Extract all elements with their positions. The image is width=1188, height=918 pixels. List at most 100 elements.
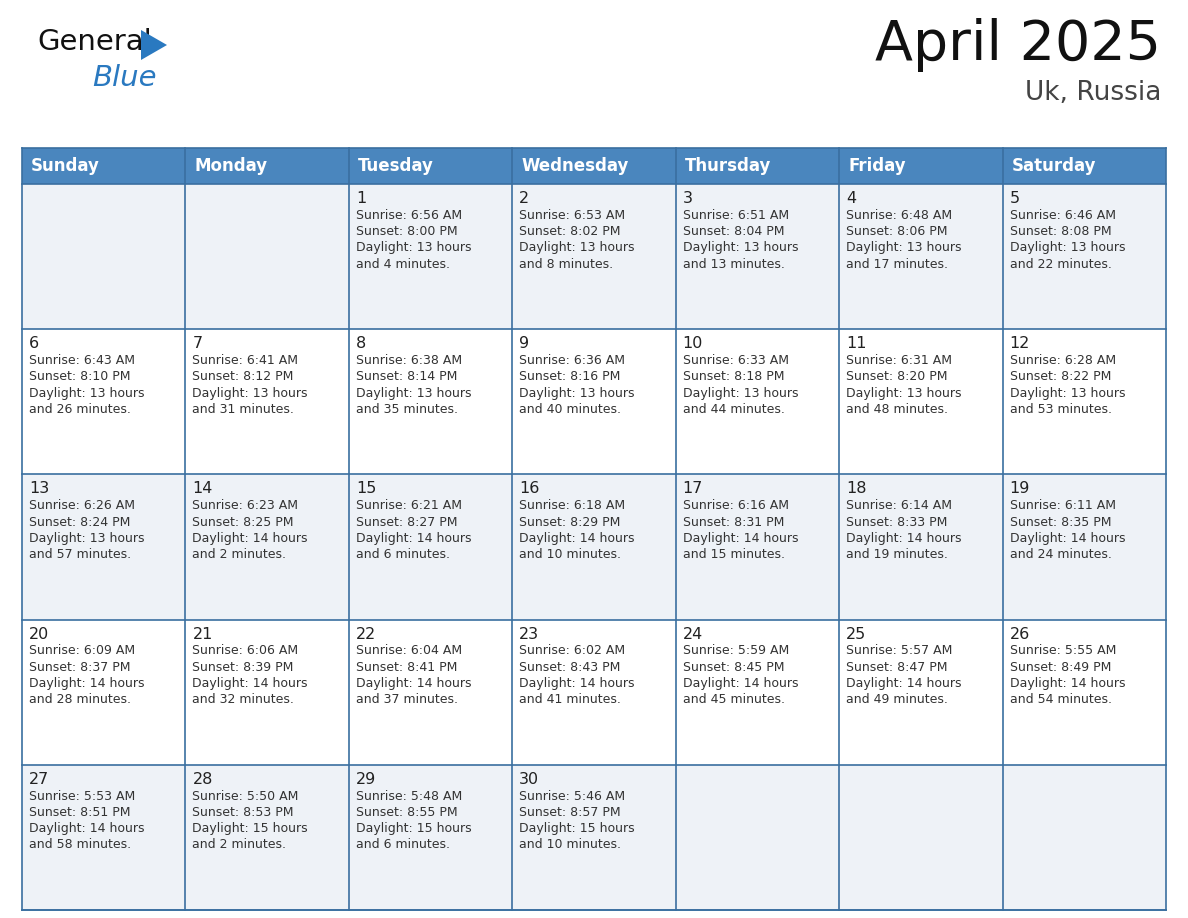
Text: Sunrise: 5:53 AM: Sunrise: 5:53 AM [29, 789, 135, 802]
Text: 18: 18 [846, 481, 866, 497]
Text: Sunrise: 5:55 AM: Sunrise: 5:55 AM [1010, 644, 1116, 657]
Text: Daylight: 13 hours: Daylight: 13 hours [1010, 241, 1125, 254]
Text: and 32 minutes.: and 32 minutes. [192, 693, 295, 706]
Text: Sunset: 8:08 PM: Sunset: 8:08 PM [1010, 225, 1111, 238]
Text: and 17 minutes.: and 17 minutes. [846, 258, 948, 271]
Text: Sunrise: 6:46 AM: Sunrise: 6:46 AM [1010, 208, 1116, 222]
Text: Daylight: 13 hours: Daylight: 13 hours [356, 241, 472, 254]
Text: Blue: Blue [91, 64, 157, 92]
Text: Daylight: 15 hours: Daylight: 15 hours [356, 823, 472, 835]
Text: Sunset: 8:20 PM: Sunset: 8:20 PM [846, 370, 948, 384]
Text: and 44 minutes.: and 44 minutes. [683, 403, 784, 416]
FancyBboxPatch shape [839, 475, 1003, 620]
Text: and 6 minutes.: and 6 minutes. [356, 838, 450, 852]
Text: 17: 17 [683, 481, 703, 497]
Text: Daylight: 14 hours: Daylight: 14 hours [192, 532, 308, 544]
Text: 6: 6 [29, 336, 39, 352]
Text: April 2025: April 2025 [876, 18, 1161, 72]
Text: Sunrise: 6:02 AM: Sunrise: 6:02 AM [519, 644, 625, 657]
Text: 1: 1 [356, 191, 366, 206]
FancyBboxPatch shape [185, 330, 349, 475]
Text: Daylight: 14 hours: Daylight: 14 hours [1010, 532, 1125, 544]
Text: Sunset: 8:31 PM: Sunset: 8:31 PM [683, 516, 784, 529]
Text: and 41 minutes.: and 41 minutes. [519, 693, 621, 706]
Text: and 8 minutes.: and 8 minutes. [519, 258, 613, 271]
Text: Friday: Friday [848, 157, 905, 175]
FancyBboxPatch shape [512, 330, 676, 475]
Text: Daylight: 13 hours: Daylight: 13 hours [846, 386, 961, 399]
Text: Thursday: Thursday [684, 157, 771, 175]
Text: Sunrise: 6:04 AM: Sunrise: 6:04 AM [356, 644, 462, 657]
Text: and 45 minutes.: and 45 minutes. [683, 693, 785, 706]
Text: Daylight: 14 hours: Daylight: 14 hours [519, 532, 634, 544]
Text: Uk, Russia: Uk, Russia [1024, 80, 1161, 106]
Text: Sunset: 8:41 PM: Sunset: 8:41 PM [356, 661, 457, 674]
FancyBboxPatch shape [512, 148, 676, 184]
Text: Sunrise: 6:48 AM: Sunrise: 6:48 AM [846, 208, 953, 222]
Text: Daylight: 14 hours: Daylight: 14 hours [356, 532, 472, 544]
Text: Sunrise: 6:38 AM: Sunrise: 6:38 AM [356, 354, 462, 367]
Text: Daylight: 13 hours: Daylight: 13 hours [1010, 386, 1125, 399]
FancyBboxPatch shape [349, 620, 512, 765]
Text: 21: 21 [192, 627, 213, 642]
Text: and 58 minutes.: and 58 minutes. [29, 838, 131, 852]
FancyBboxPatch shape [185, 148, 349, 184]
Text: Sunrise: 6:28 AM: Sunrise: 6:28 AM [1010, 354, 1116, 367]
Text: Daylight: 13 hours: Daylight: 13 hours [356, 386, 472, 399]
Text: Sunrise: 5:48 AM: Sunrise: 5:48 AM [356, 789, 462, 802]
Text: Daylight: 14 hours: Daylight: 14 hours [356, 677, 472, 690]
Text: and 24 minutes.: and 24 minutes. [1010, 548, 1112, 561]
Text: Sunset: 8:25 PM: Sunset: 8:25 PM [192, 516, 293, 529]
Text: Wednesday: Wednesday [522, 157, 628, 175]
Text: Sunset: 8:29 PM: Sunset: 8:29 PM [519, 516, 620, 529]
FancyBboxPatch shape [839, 148, 1003, 184]
Text: and 53 minutes.: and 53 minutes. [1010, 403, 1112, 416]
FancyBboxPatch shape [23, 765, 185, 910]
Text: and 26 minutes.: and 26 minutes. [29, 403, 131, 416]
Text: Sunrise: 6:09 AM: Sunrise: 6:09 AM [29, 644, 135, 657]
Text: and 19 minutes.: and 19 minutes. [846, 548, 948, 561]
Text: Sunset: 8:22 PM: Sunset: 8:22 PM [1010, 370, 1111, 384]
Text: and 4 minutes.: and 4 minutes. [356, 258, 450, 271]
Text: Sunset: 8:53 PM: Sunset: 8:53 PM [192, 806, 293, 819]
Text: Sunrise: 6:06 AM: Sunrise: 6:06 AM [192, 644, 298, 657]
Text: General: General [37, 28, 152, 56]
Text: and 54 minutes.: and 54 minutes. [1010, 693, 1112, 706]
Text: and 2 minutes.: and 2 minutes. [192, 548, 286, 561]
Text: 16: 16 [519, 481, 539, 497]
Text: Sunrise: 6:36 AM: Sunrise: 6:36 AM [519, 354, 625, 367]
Text: Sunset: 8:43 PM: Sunset: 8:43 PM [519, 661, 620, 674]
Text: Sunrise: 6:41 AM: Sunrise: 6:41 AM [192, 354, 298, 367]
Text: Daylight: 14 hours: Daylight: 14 hours [683, 677, 798, 690]
Text: Daylight: 14 hours: Daylight: 14 hours [29, 823, 145, 835]
Text: 7: 7 [192, 336, 202, 352]
FancyBboxPatch shape [23, 148, 185, 184]
Text: 5: 5 [1010, 191, 1019, 206]
Text: Daylight: 13 hours: Daylight: 13 hours [683, 241, 798, 254]
FancyBboxPatch shape [676, 184, 839, 330]
Text: Daylight: 14 hours: Daylight: 14 hours [846, 677, 961, 690]
Text: Daylight: 15 hours: Daylight: 15 hours [519, 823, 634, 835]
Text: 24: 24 [683, 627, 703, 642]
Text: 26: 26 [1010, 627, 1030, 642]
Text: and 13 minutes.: and 13 minutes. [683, 258, 784, 271]
Text: and 31 minutes.: and 31 minutes. [192, 403, 295, 416]
Text: Daylight: 13 hours: Daylight: 13 hours [519, 241, 634, 254]
FancyBboxPatch shape [1003, 620, 1165, 765]
Text: Sunrise: 6:56 AM: Sunrise: 6:56 AM [356, 208, 462, 222]
Text: and 22 minutes.: and 22 minutes. [1010, 258, 1112, 271]
FancyBboxPatch shape [1003, 330, 1165, 475]
Text: and 48 minutes.: and 48 minutes. [846, 403, 948, 416]
Text: 27: 27 [29, 772, 49, 787]
Text: and 28 minutes.: and 28 minutes. [29, 693, 131, 706]
Text: Daylight: 14 hours: Daylight: 14 hours [192, 677, 308, 690]
Text: Sunset: 8:16 PM: Sunset: 8:16 PM [519, 370, 620, 384]
Polygon shape [141, 30, 168, 60]
FancyBboxPatch shape [676, 475, 839, 620]
FancyBboxPatch shape [185, 475, 349, 620]
Text: Daylight: 13 hours: Daylight: 13 hours [683, 386, 798, 399]
Text: Sunrise: 6:51 AM: Sunrise: 6:51 AM [683, 208, 789, 222]
Text: Sunrise: 6:23 AM: Sunrise: 6:23 AM [192, 499, 298, 512]
Text: and 2 minutes.: and 2 minutes. [192, 838, 286, 852]
Text: Sunrise: 6:33 AM: Sunrise: 6:33 AM [683, 354, 789, 367]
